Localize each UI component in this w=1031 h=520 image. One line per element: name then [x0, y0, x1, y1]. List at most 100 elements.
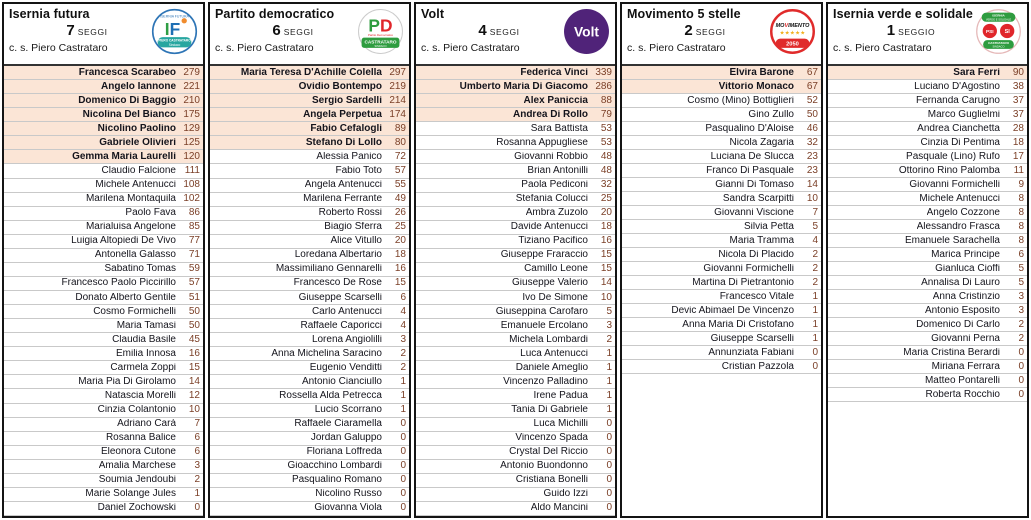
candidate-name: Lucio Scorrano [314, 405, 382, 416]
candidate-name: Alessandro Frasca [916, 221, 1000, 232]
candidate-row: Andrea Cianchetta 28 [828, 122, 1027, 136]
seats-line: 6 SEGGI [215, 22, 371, 40]
party-column-movimento-5-stelle: Movimento 5 stelle 2 SEGGI c. s. Piero Ca… [620, 2, 823, 518]
candidate-votes: 297 [389, 66, 406, 78]
candidate-row: Francesca Scarabeo 279 [4, 66, 203, 81]
candidate-votes: 11 [1013, 164, 1024, 176]
logo-subtitle: Partito Democratico [368, 33, 394, 37]
candidate-row: Roberta Rocchio 0 [828, 388, 1027, 402]
candidate-name: Luciano D'Agostino [914, 81, 1000, 92]
candidate-votes: 2 [400, 347, 406, 359]
candidate-row: Cosmo (Mino) Bottiglieri 52 [622, 94, 821, 108]
candidate-row: Giovanni Robbio 48 [416, 150, 615, 165]
candidate-row: Angela Antenucci 55 [210, 179, 409, 193]
ivs-logo-icon: ISERNIA VERDE E SOLIDALE PSI SI CASTRATA… [976, 9, 1021, 54]
candidate-row: Gino Zullo 50 [622, 108, 821, 122]
candidate-name: Vincenzo Spada [515, 433, 588, 444]
candidate-votes: 0 [1018, 388, 1024, 400]
candidate-votes: 339 [595, 66, 612, 78]
candidate-row: Cosmo Formichelli 50 [4, 305, 203, 320]
candidate-votes: 86 [188, 207, 200, 219]
seats-label: SEGGI [283, 27, 314, 38]
candidate-row: Fabio Toto 57 [210, 164, 409, 179]
candidate-votes: 1 [812, 318, 818, 330]
candidate-row: Donato Alberto Gentile 51 [4, 291, 203, 306]
candidate-votes: 48 [600, 164, 612, 176]
candidate-votes: 0 [1018, 346, 1024, 358]
candidate-row: Massimiliano Gennarelli 16 [210, 263, 409, 277]
candidate-votes: 10 [806, 192, 818, 204]
candidate-votes: 12 [188, 389, 200, 401]
candidate-votes: 32 [600, 179, 612, 191]
candidate-votes: 15 [600, 249, 612, 261]
candidate-name: Anna Michelina Saracino [271, 348, 382, 359]
candidate-name: Emilia Innosa [115, 348, 176, 359]
candidate-votes: 4 [812, 234, 818, 246]
candidate-votes: 5 [1018, 262, 1024, 274]
candidate-name: Giuseppe Scarselli [298, 292, 382, 303]
candidate-name: Tania Di Gabriele [511, 405, 588, 416]
candidate-votes: 2 [194, 474, 200, 486]
candidate-name: Daniele Ameglio [515, 362, 588, 373]
isernia-verde-e-solidale-logo: ISERNIA VERDE E SOLIDALE PSI SI CASTRATA… [975, 8, 1022, 55]
candidate-row: Ambra Zuzolo 20 [416, 207, 615, 221]
candidate-row: Giovanni Viscione 7 [622, 206, 821, 220]
candidate-votes: 57 [188, 277, 200, 289]
seats-label: SEGGIO [898, 27, 936, 38]
candidate-name: Gino Zullo [748, 109, 794, 120]
candidate-row: Brian Antonilli 48 [416, 164, 615, 179]
candidate-name: Francesco Vitale [719, 291, 794, 302]
candidate-row: Stefania Colucci 25 [416, 193, 615, 207]
candidate-row: Eleonora Cutone 6 [4, 446, 203, 460]
candidate-row: Antonella Galasso 71 [4, 249, 203, 263]
candidate-name: Vittorio Monaco [718, 81, 794, 92]
candidate-votes: 3 [400, 333, 406, 345]
candidate-votes: 2 [1018, 318, 1024, 330]
candidate-name: Alessia Panico [316, 151, 382, 162]
candidate-row: Angelo Cozzone 8 [828, 206, 1027, 220]
candidate-name: Andrea Cianchetta [917, 123, 1000, 134]
svg-text:SINDACO: SINDACO [374, 44, 386, 48]
candidate-name: Antonella Galasso [94, 250, 176, 261]
candidate-name: Fabio Toto [335, 165, 382, 176]
candidate-name: Maria Teresa D'Achille Colella [240, 67, 382, 78]
candidate-votes: 175 [183, 108, 200, 120]
candidate-votes: 174 [389, 108, 406, 120]
candidate-name: Carmela Zoppi [110, 362, 176, 373]
candidate-row: Daniel Zochowski 0 [4, 502, 203, 516]
candidate-row: Tiziano Pacifico 16 [416, 235, 615, 249]
candidate-list: Elvira Barone 67 Vittorio Monaco 67 Cosmo (M… [622, 66, 821, 516]
party-column-isernia-futura: Isernia futura 7 SEGGI c. s. Piero Castra… [2, 2, 205, 518]
candidate-votes: 8 [1018, 234, 1024, 246]
candidate-name: Claudio Falcione [101, 165, 177, 176]
candidate-votes: 5 [606, 305, 612, 317]
candidate-name: Pasqualino Romano [291, 475, 382, 486]
candidate-name: Silvia Petta [743, 221, 794, 232]
candidate-name: Brian Antonilli [527, 165, 588, 176]
candidate-name: Lorena Angiolilli [311, 334, 382, 345]
candidate-votes: 2 [812, 276, 818, 288]
candidate-row: Marica Principe 6 [828, 248, 1027, 262]
candidate-row: Nicola Zagaria 32 [622, 136, 821, 150]
candidate-row: Gianni Di Tomaso 14 [622, 178, 821, 192]
candidate-row: Carlo Antenucci 4 [210, 305, 409, 320]
candidate-votes: 25 [600, 193, 612, 205]
candidate-row: Francesco Vitale 1 [622, 290, 821, 304]
candidate-name: Giovanna Viola [314, 503, 382, 514]
candidate-name: Domenico Di Carlo [916, 319, 1000, 330]
candidate-votes: 90 [1012, 66, 1024, 78]
logo-monogram: PD [368, 16, 392, 36]
candidate-name: Cinzia Colantonio [97, 405, 176, 416]
candidate-name: Gianluca Cioffi [935, 263, 1000, 274]
candidate-row: Gabriele Olivieri 125 [4, 136, 203, 151]
candidate-votes: 1 [812, 290, 818, 302]
candidate-name: Gianni Di Tomaso [715, 179, 794, 190]
candidate-name: Gabriele Olivieri [99, 137, 176, 148]
candidate-row: Roberto Rossi 26 [210, 207, 409, 221]
candidate-row: Fabio Cefalogli 89 [210, 122, 409, 137]
candidate-row: Sara Battista 53 [416, 122, 615, 137]
candidate-row: Anna Michelina Saracino 2 [210, 347, 409, 362]
candidate-name: Michele Antenucci [919, 193, 1000, 204]
candidate-row: Nicolino Paolino 129 [4, 122, 203, 137]
candidate-votes: 108 [183, 179, 200, 191]
